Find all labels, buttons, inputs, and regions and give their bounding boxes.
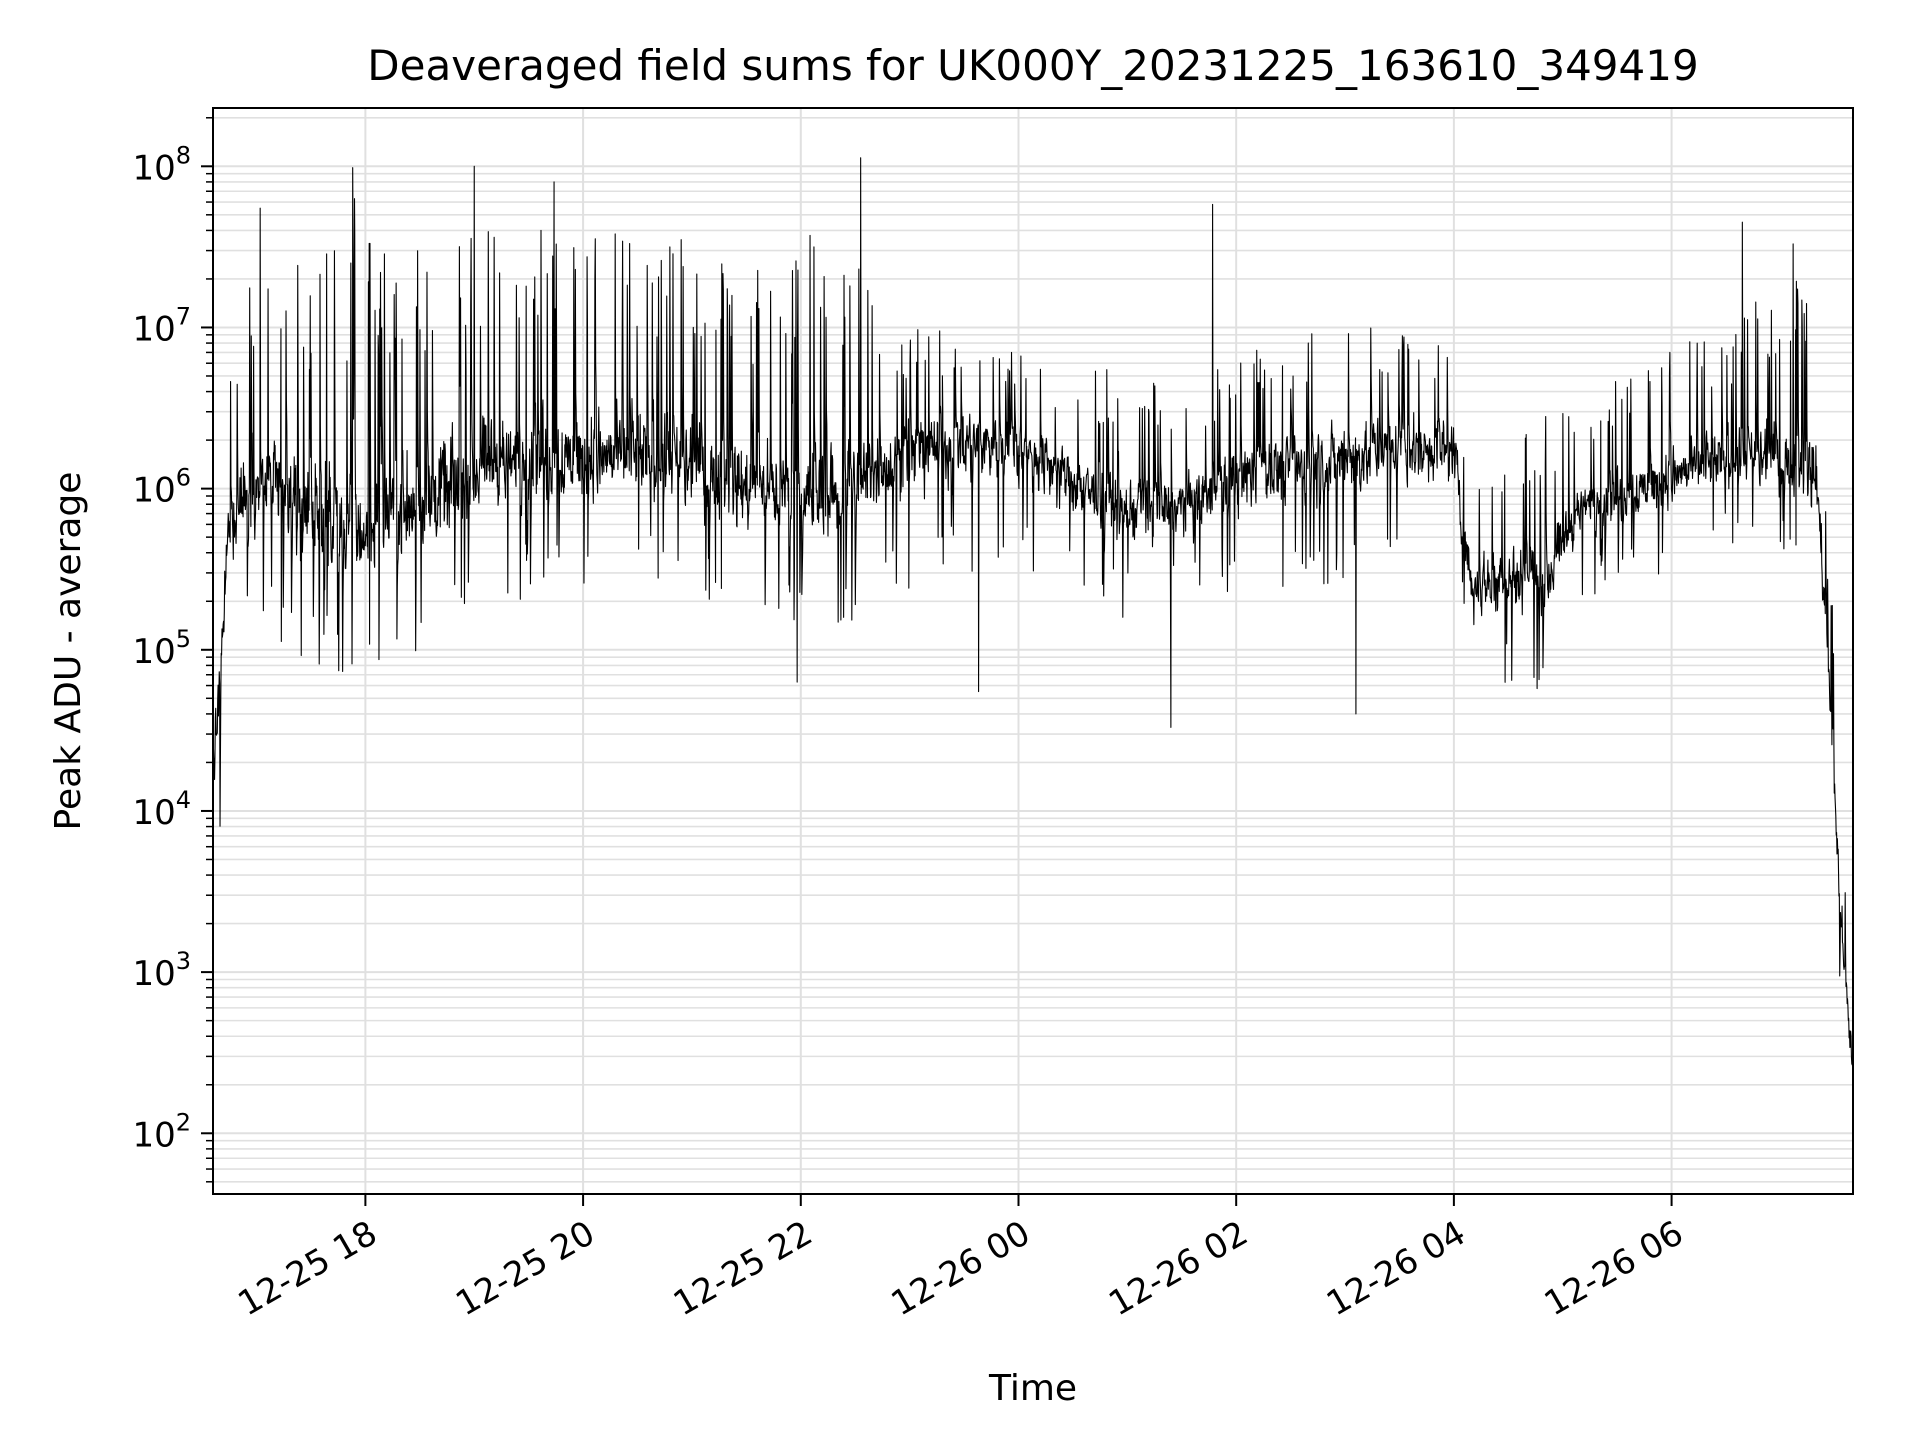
plot-frame <box>212 107 1854 1195</box>
x-axis-label: Time <box>988 1368 1077 1409</box>
y-tick-label: 106 <box>132 464 191 511</box>
y-tick-label: 104 <box>132 786 191 833</box>
y-tick-label: 105 <box>132 625 191 672</box>
y-tick-label: 103 <box>132 947 191 994</box>
y-tick-label: 107 <box>132 302 191 349</box>
chart-title: Deaveraged field sums for UK000Y_2023122… <box>367 41 1698 90</box>
series-line <box>213 157 1853 1080</box>
y-tick-label: 102 <box>132 1108 191 1155</box>
y-axis: 102 103 104 105 106 107 108 <box>132 117 213 1183</box>
y-axis-label: Peak ADU - average <box>48 472 89 831</box>
y-tick-label: 108 <box>132 141 191 188</box>
